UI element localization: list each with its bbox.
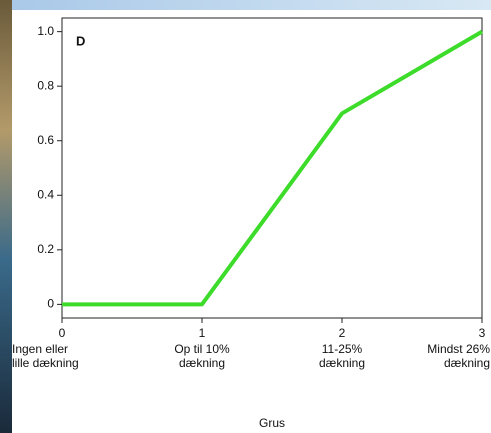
x-category-label: Mindst 26% — [427, 342, 490, 356]
left-background — [0, 0, 12, 433]
panel-label: D — [76, 33, 85, 48]
x-category-label: Ingen eller — [12, 342, 68, 356]
x-tick-label: 0 — [59, 326, 66, 340]
y-tick-label: 0.2 — [37, 242, 54, 256]
x-tick-label: 2 — [339, 326, 346, 340]
plot-frame — [61, 17, 483, 319]
x-category-label: dækning — [179, 356, 225, 370]
x-category-label: 11-25% — [322, 342, 363, 356]
y-tick-label: 1.0 — [37, 24, 54, 38]
data-line — [62, 29, 484, 307]
y-tick-label: 0.6 — [37, 133, 54, 147]
x-tick-label: 3 — [479, 326, 486, 340]
x-category-label: dækning — [319, 356, 365, 370]
y-tick-label: 0.8 — [37, 78, 54, 92]
x-category-label: dækning — [444, 356, 490, 370]
x-axis-label: Grus — [259, 416, 285, 430]
y-tick-label: 0.4 — [37, 187, 54, 201]
panel — [12, 10, 491, 433]
top-background — [0, 0, 491, 10]
x-tick-label: 1 — [199, 326, 206, 340]
y-tick-label: 0 — [47, 297, 54, 311]
x-category-label: lille dækning — [12, 356, 79, 370]
x-category-label: Op til 10% — [174, 342, 230, 356]
